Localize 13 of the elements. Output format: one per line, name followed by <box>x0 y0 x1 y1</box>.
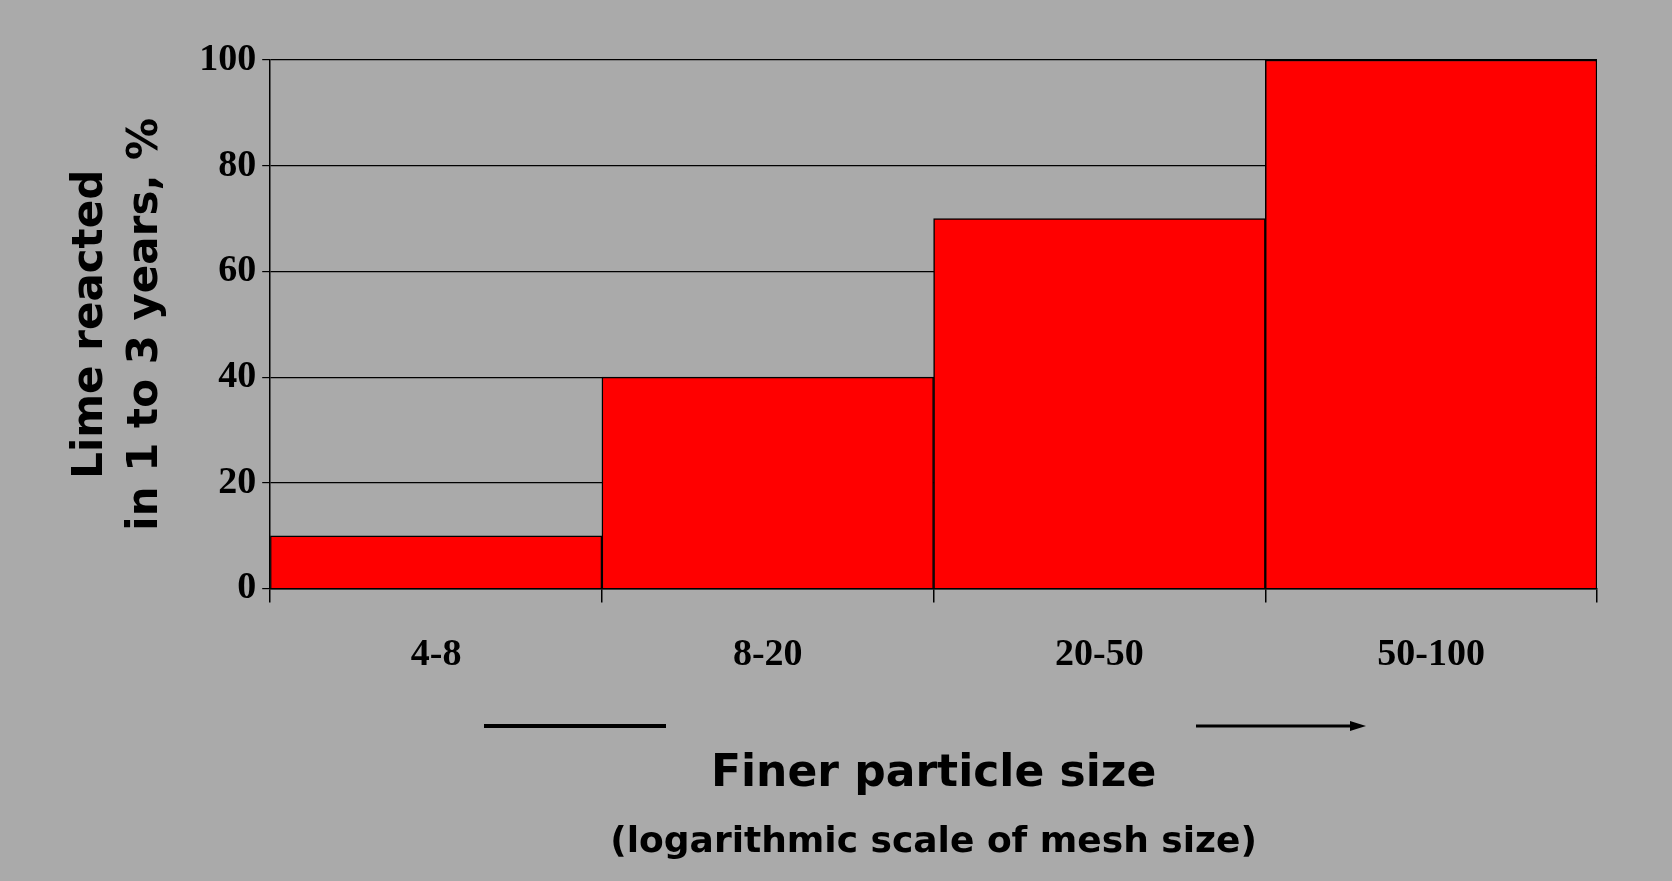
y-tick-label: 0 <box>237 564 257 607</box>
y-tick-label: 80 <box>218 141 257 184</box>
y-axis-title: Lime reacted in 1 to 3 years, % <box>63 117 167 531</box>
y-tick-label: 60 <box>218 247 257 290</box>
y-tick-label: 100 <box>199 35 257 78</box>
x-tick-label: 8-20 <box>732 631 803 674</box>
x-tick-label: 50-100 <box>1377 631 1485 674</box>
y-tick-label: 20 <box>218 458 257 501</box>
y-tick-label: 40 <box>218 352 257 395</box>
x-axis-title: Finer particle size <box>710 745 1157 797</box>
text: (logarithmic scale of mesh size) <box>610 819 1257 861</box>
x-tick-label: 4-8 <box>410 631 462 674</box>
x-tick-label: 20-50 <box>1055 631 1144 674</box>
